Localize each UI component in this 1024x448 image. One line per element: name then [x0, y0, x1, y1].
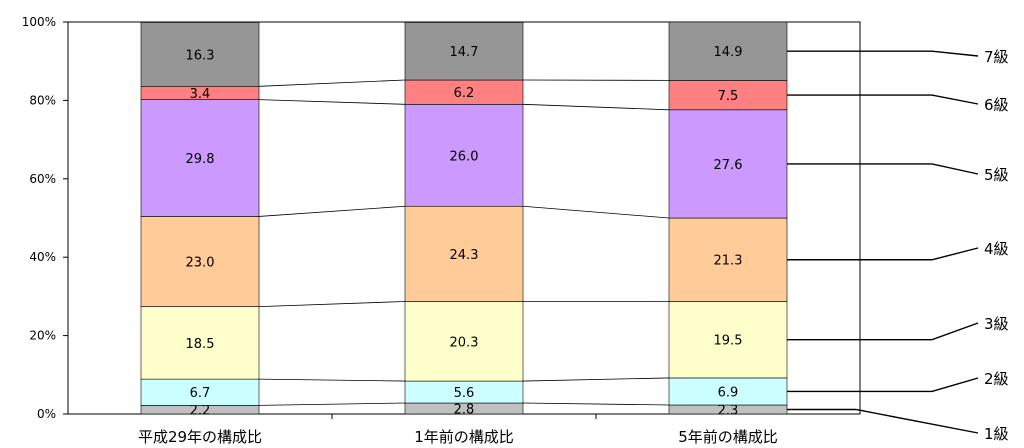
legend-label: 2級 [984, 370, 1009, 388]
data-label: 2.2 [190, 404, 211, 419]
bar-segment [668, 217, 788, 302]
bar-segment [668, 21, 788, 81]
data-label: 7.5 [718, 89, 739, 104]
connector-line [522, 205, 670, 219]
data-label: 24.3 [450, 248, 479, 263]
series-connectors [258, 79, 670, 406]
data-label: 27.6 [714, 158, 743, 173]
bars: 2.2 6.7 18.5 23.0 29.8 3.4 16.3 2.8 5.6 20.3 24.3 2… [140, 21, 788, 419]
data-label: 3.4 [190, 87, 211, 102]
data-label: 2.8 [454, 403, 475, 418]
legend-label: 6級 [984, 96, 1009, 114]
connector-line [258, 402, 406, 406]
y-tick-label: 100% [22, 15, 56, 29]
data-label: 6.7 [190, 386, 211, 401]
data-label: 29.8 [186, 152, 215, 167]
data-label: 20.3 [450, 335, 479, 350]
legend-label: 1級 [984, 425, 1009, 443]
data-label: 2.3 [718, 403, 739, 418]
connector-line [522, 402, 670, 406]
data-label: 16.3 [186, 48, 215, 63]
legend: 1級 2級 3級 4級 5級 6級 7級 [787, 48, 1009, 443]
legend-label: 5級 [984, 166, 1009, 184]
legend-leader-line [787, 163, 979, 175]
data-label: 18.5 [186, 337, 215, 352]
bar-segment [404, 301, 524, 382]
y-tick-label: 40% [29, 250, 56, 264]
y-axis: 0% 20% 40% 60% 80% 100% [22, 15, 68, 421]
data-label: 19.5 [714, 334, 743, 349]
x-tick-label: 平成29年の構成比 [138, 428, 262, 446]
data-label: 14.9 [714, 45, 743, 60]
x-axis: 平成29年の構成比 1年前の構成比 5年前の構成比 [138, 414, 778, 446]
connector-line [258, 301, 406, 307]
legend-leader-line [787, 50, 979, 57]
legend-leader-line [787, 322, 979, 341]
connector-line [258, 378, 406, 382]
data-label: 21.3 [714, 254, 743, 269]
bar-segment [668, 301, 788, 379]
data-label: 23.0 [186, 256, 215, 271]
bar-segment [404, 22, 524, 81]
bar-segment [668, 109, 788, 219]
connector-line [258, 99, 406, 105]
legend-leader-line [787, 247, 979, 261]
x-tick-label: 1年前の構成比 [414, 428, 514, 446]
legend-leader-line [787, 377, 979, 393]
data-label: 5.6 [454, 386, 475, 401]
bar-segment [140, 99, 260, 217]
y-tick-label: 80% [29, 93, 56, 107]
bar-segment [140, 22, 260, 87]
bar-segment [404, 205, 524, 302]
y-tick-label: 0% [37, 407, 56, 421]
y-tick-label: 20% [29, 329, 56, 343]
connector-line [258, 79, 406, 87]
legend-leader-line [787, 94, 979, 105]
data-label: 6.9 [718, 385, 739, 400]
data-label: 14.7 [450, 45, 479, 60]
legend-label: 7級 [984, 48, 1009, 66]
legend-label: 3級 [984, 315, 1009, 333]
legend-leader-line [787, 408, 979, 434]
x-tick-label: 5年前の構成比 [678, 428, 778, 446]
data-label: 6.2 [454, 86, 475, 101]
bar-segment [404, 104, 524, 207]
connector-line [522, 377, 670, 382]
y-tick-label: 60% [29, 172, 56, 186]
legend-label: 4級 [984, 240, 1009, 258]
connector-line [522, 103, 670, 111]
connector-line [258, 205, 406, 217]
data-label: 26.0 [450, 149, 479, 164]
